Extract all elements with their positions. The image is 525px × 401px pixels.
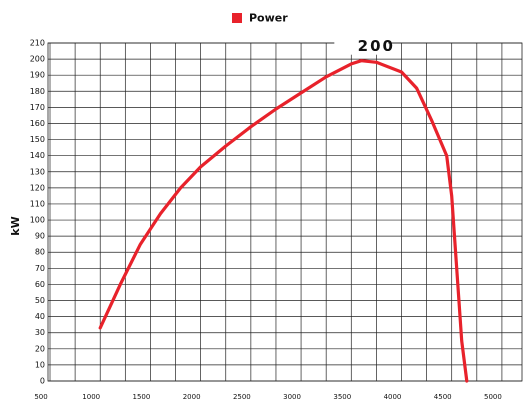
x-tick-label: 5000 — [484, 393, 502, 401]
y-tick-label: 50 — [35, 296, 45, 305]
x-tick-label: 3000 — [283, 393, 301, 401]
y-tick-label: 30 — [35, 328, 45, 337]
peak-annotation: 200 — [358, 37, 395, 55]
y-tick-label: 140 — [30, 151, 45, 160]
x-tick-label: 4500 — [434, 393, 452, 401]
y-tick-label: 210 — [30, 39, 45, 48]
y-tick-label: 60 — [35, 280, 45, 289]
y-tick-label: 20 — [35, 344, 45, 353]
y-tick-label: 170 — [30, 103, 45, 112]
y-tick-label: 190 — [30, 71, 45, 80]
x-tick-label: 4000 — [384, 393, 402, 401]
y-tick-label: 70 — [35, 264, 45, 273]
y-tick-label: 10 — [35, 360, 45, 369]
y-tick-label: 40 — [35, 312, 45, 321]
y-tick-label: 110 — [30, 199, 45, 208]
y-tick-label: 80 — [35, 248, 45, 257]
x-tick-label: 2500 — [233, 393, 251, 401]
annotation-bg — [334, 37, 389, 55]
legend-swatch — [232, 13, 242, 23]
x-tick-label: 1000 — [82, 393, 100, 401]
x-tick-label: 500 — [34, 393, 47, 401]
y-tick-label: 160 — [30, 119, 45, 128]
legend-label: Power — [249, 12, 288, 25]
y-tick-label: 150 — [30, 135, 45, 144]
y-tick-label: 200 — [30, 55, 45, 64]
x-tick-label: 3500 — [333, 393, 351, 401]
plot-frame — [47, 42, 523, 382]
y-tick-label: 0 — [40, 377, 45, 386]
y-tick-label: 130 — [30, 167, 45, 176]
y-axis-label: kW — [9, 216, 22, 235]
y-tick-label: 120 — [30, 183, 45, 192]
y-tick-label: 90 — [35, 232, 45, 241]
x-tick-label: 2000 — [183, 393, 201, 401]
x-tick-label: 1500 — [133, 393, 151, 401]
power-line — [98, 59, 469, 383]
y-tick-label: 180 — [30, 87, 45, 96]
y-tick-label: 100 — [30, 216, 45, 225]
